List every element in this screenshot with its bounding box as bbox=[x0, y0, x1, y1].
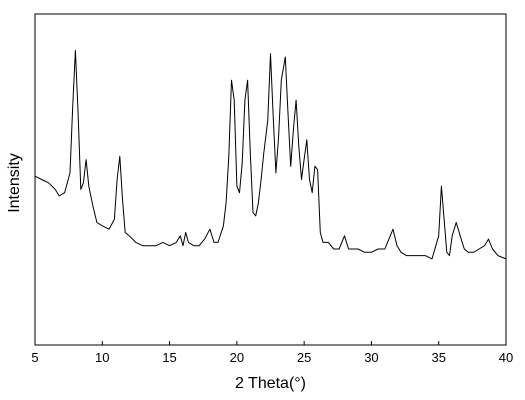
x-tick-label: 5 bbox=[31, 350, 38, 365]
x-axis-label: 2 Theta(°) bbox=[235, 375, 306, 392]
x-tick-label: 20 bbox=[230, 350, 244, 365]
x-axis-tick-labels: 5 10 15 20 25 30 35 40 bbox=[31, 350, 513, 365]
x-tick-label: 40 bbox=[499, 350, 513, 365]
x-tick-label: 25 bbox=[297, 350, 311, 365]
y-axis-label: Intensity bbox=[6, 153, 23, 213]
x-tick-label: 30 bbox=[364, 350, 378, 365]
x-tick-label: 15 bbox=[162, 350, 176, 365]
plot-frame bbox=[34, 13, 507, 346]
series-line bbox=[34, 49, 507, 260]
x-tick-label: 10 bbox=[95, 350, 109, 365]
x-axis-ticks bbox=[34, 341, 507, 345]
x-tick-label: 35 bbox=[431, 350, 445, 365]
